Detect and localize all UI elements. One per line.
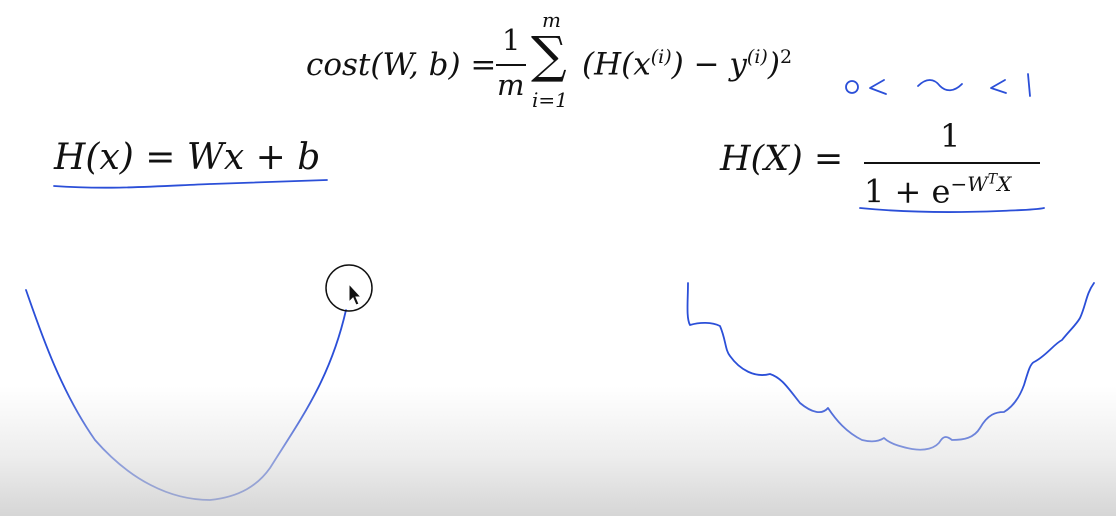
sigmoid-numerator: 1: [940, 117, 961, 155]
sigmoid-transpose: T: [987, 171, 998, 187]
mouse-pointer-icon: [348, 282, 363, 306]
sum-symbol: ∑: [531, 26, 567, 84]
cost-superscript-i-1: (i): [650, 46, 672, 68]
sigmoid-exponent-part-1: −W: [950, 171, 988, 196]
range-note-one: [1027, 73, 1031, 97]
cost-body-part-1: (H(x: [582, 46, 651, 83]
cost-body-part-3: ): [767, 46, 780, 83]
range-note-tilde: [917, 79, 963, 92]
cost-body-part-2: ) − y: [671, 46, 747, 83]
cost-fraction-numerator: 1: [502, 23, 521, 57]
sigmoid-exponent-part-2: X: [997, 171, 1012, 196]
sigmoid-denominator-base: 1 + e: [864, 172, 951, 211]
cost-superscript-square: 2: [779, 46, 793, 68]
sum-lower-limit: i=1: [532, 88, 568, 112]
sigmoid-fraction-bar: [864, 162, 1040, 164]
sigmoid-hypothesis-formula: H(X) = 1 1 + e−WTX: [720, 120, 1050, 210]
cost-superscript-i-2: (i): [746, 46, 768, 68]
range-note-zero: [845, 80, 859, 94]
sigmoid-denominator: 1 + e−WTX: [864, 172, 1011, 207]
sigmoid-underline: [859, 207, 1045, 213]
cost-lhs: cost(W, b) =: [306, 47, 497, 83]
range-note-ink: [845, 73, 1031, 97]
linear-hypothesis-formula: H(x) = Wx + b: [54, 137, 321, 178]
convex-cost-curve: [25, 289, 347, 501]
sum-upper-limit: m: [542, 8, 561, 32]
sigmoid-lhs: H(X) =: [720, 139, 844, 179]
sigmoid-exponent: −WTX: [950, 172, 1011, 196]
cost-function-formula: cost(W, b) = 1 m m ∑ i=1 (H(x(i)) − y(i)…: [306, 10, 816, 116]
cost-fraction-denominator: m: [497, 68, 525, 102]
linear-underline: [53, 179, 328, 189]
range-note-less-2: [990, 79, 1007, 94]
nonconvex-cost-curve: [686, 282, 1095, 451]
range-note-less-1: [869, 79, 887, 95]
cost-fraction-bar: [496, 64, 526, 66]
cost-body: (H(x(i)) − y(i))2: [582, 48, 792, 80]
